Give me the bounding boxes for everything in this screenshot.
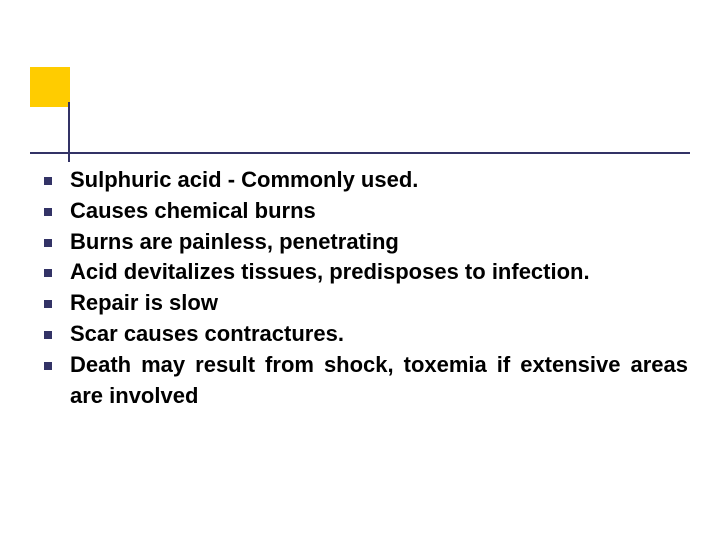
horizontal-line	[30, 152, 690, 154]
bullet-icon	[44, 177, 52, 185]
bullet-icon	[44, 269, 52, 277]
list-item-text: Burns are painless, penetrating	[70, 227, 688, 258]
list-item: Death may result from shock, toxemia if …	[44, 350, 688, 412]
list-item: Burns are painless, penetrating	[44, 227, 688, 258]
list-item-text: Death may result from shock, toxemia if …	[70, 350, 688, 412]
list-item: Causes chemical burns	[44, 196, 688, 227]
bullet-icon	[44, 239, 52, 247]
list-item-text: Scar causes contractures.	[70, 319, 688, 350]
list-item-text: Sulphuric acid - Commonly used.	[70, 165, 688, 196]
bullet-list: Sulphuric acid - Commonly used. Causes c…	[44, 165, 688, 411]
bullet-icon	[44, 208, 52, 216]
list-item: Scar causes contractures.	[44, 319, 688, 350]
bullet-icon	[44, 300, 52, 308]
list-item: Acid devitalizes tissues, predisposes to…	[44, 257, 688, 288]
list-item-text: Acid devitalizes tissues, predisposes to…	[70, 257, 688, 288]
bullet-icon	[44, 331, 52, 339]
list-item-text: Causes chemical burns	[70, 196, 688, 227]
list-item: Repair is slow	[44, 288, 688, 319]
bullet-icon	[44, 362, 52, 370]
accent-square	[30, 67, 70, 107]
list-item-text: Repair is slow	[70, 288, 688, 319]
list-item: Sulphuric acid - Commonly used.	[44, 165, 688, 196]
